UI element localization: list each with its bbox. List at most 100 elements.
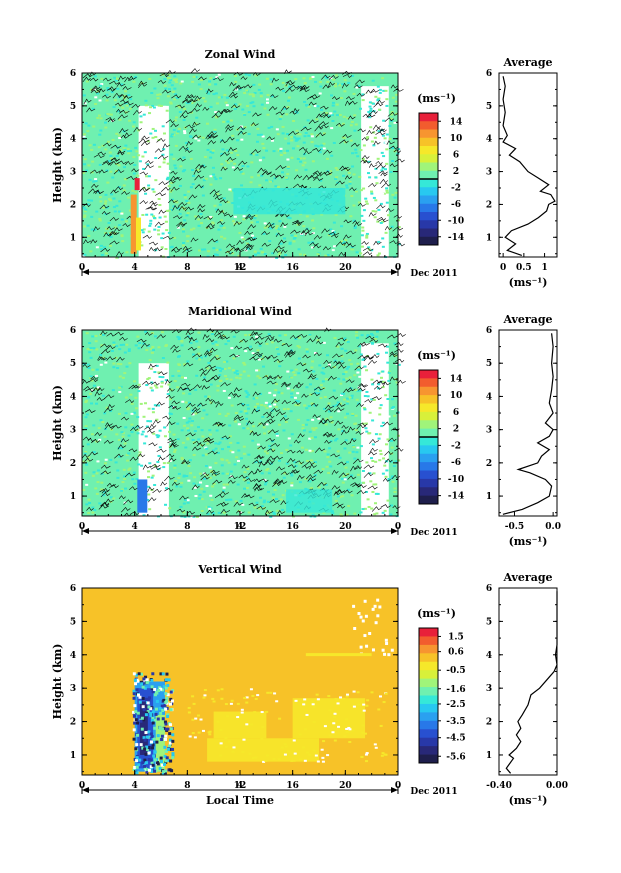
heatmap-cell [140, 229, 144, 232]
heatmap-cell [278, 334, 282, 337]
heatmap-cell [248, 214, 252, 217]
contour-line [125, 399, 135, 404]
heatmap-cell [82, 460, 86, 463]
heatmap-cell [390, 113, 394, 116]
heatmap-cell [365, 390, 369, 393]
heatmap-cell [213, 176, 217, 179]
heatmap-cell [143, 766, 147, 770]
heatmap-cell [151, 690, 155, 694]
heatmap-cell [182, 119, 186, 122]
contour-line [257, 445, 266, 450]
heatmap-cell [365, 644, 369, 648]
heatmap-cell [148, 508, 152, 511]
contour-line [307, 375, 317, 380]
heatmap-cell [352, 219, 356, 222]
heatmap-cell [292, 136, 296, 139]
heatmap-cell [364, 614, 368, 618]
heatmap-cell [137, 390, 141, 393]
heatmap-cell [381, 77, 385, 80]
heatmap-cell [160, 246, 164, 249]
heatmap-cell [261, 725, 265, 728]
heatmap-cell [290, 369, 294, 372]
contour-line [145, 206, 157, 211]
heatmap-cell [215, 240, 219, 243]
contour-line [250, 330, 258, 337]
heatmap-cell [262, 156, 266, 159]
heatmap-cell [94, 180, 98, 183]
contour-line [332, 502, 344, 507]
heatmap-cell [104, 471, 108, 474]
contour-line [122, 86, 132, 90]
contour-line [160, 186, 171, 192]
contour-line [184, 124, 196, 129]
heatmap-cell [258, 344, 262, 347]
contour-line [205, 352, 212, 357]
contour-line [131, 103, 141, 109]
heatmap-cell [179, 82, 183, 85]
heatmap-cell [247, 74, 251, 77]
heatmap-cell [379, 202, 383, 205]
colorbar-segment [419, 121, 438, 130]
heatmap-cell [144, 99, 148, 102]
heatmap-cell [85, 463, 89, 466]
contour-line [287, 351, 296, 356]
contour-line [197, 203, 206, 209]
heatmap-cell [377, 240, 381, 243]
heatmap-cell [254, 214, 258, 217]
heatmap-cell [93, 75, 97, 78]
heatmap-cell [360, 756, 364, 759]
contour-line [119, 128, 129, 134]
heatmap-cell [355, 451, 359, 454]
contour-line [281, 381, 292, 386]
heatmap-cell [298, 336, 302, 339]
contour-line [266, 418, 276, 423]
contour-line [109, 240, 120, 245]
heatmap-cell [259, 95, 263, 98]
heatmap-cell [358, 345, 362, 348]
heatmap-cell [303, 363, 307, 366]
heatmap-cell [366, 335, 370, 338]
heatmap-cell [295, 129, 299, 132]
heatmap-cell [260, 737, 264, 740]
heatmap-cell [365, 760, 369, 763]
heatmap-cell [304, 168, 308, 171]
heatmap-cell [100, 344, 104, 347]
heatmap-cell [133, 704, 137, 708]
heatmap-cell [134, 146, 138, 149]
heatmap-cell [138, 451, 142, 454]
heatmap-cell [213, 253, 217, 256]
heatmap-cell [171, 90, 175, 93]
heatmap-cell [253, 92, 257, 95]
heatmap-cell [223, 368, 227, 371]
heatmap-cell [307, 241, 311, 244]
heatmap-cell [166, 393, 170, 396]
contour-line [210, 399, 220, 405]
heatmap-cell [356, 336, 360, 339]
heatmap-cell [239, 457, 243, 460]
contour-line [162, 235, 174, 240]
heatmap-cell [186, 501, 190, 504]
heatmap-cell [218, 380, 222, 383]
heatmap-cell [193, 430, 197, 433]
heatmap-cell [303, 100, 307, 103]
heatmap-cell [243, 92, 247, 95]
heatmap-cell [164, 700, 168, 704]
heatmap-cell [141, 213, 145, 216]
heatmap-cell [301, 427, 305, 430]
heatmap-cell [266, 113, 270, 116]
heatmap-cell [109, 458, 113, 461]
heatmap-cell [283, 225, 287, 228]
contour-line [177, 222, 186, 228]
contour-line [103, 439, 114, 444]
heatmap-cell [159, 711, 163, 715]
heatmap-cell [236, 483, 240, 486]
contour-line [346, 350, 357, 355]
heatmap-cell [164, 692, 168, 696]
contour-line [168, 405, 178, 409]
heatmap-cell [214, 111, 218, 114]
heatmap-cell [268, 510, 272, 513]
heatmap-cell [238, 103, 242, 106]
heatmap-cell [122, 166, 126, 169]
heatmap-cell [263, 499, 267, 502]
contour-line [233, 387, 243, 393]
